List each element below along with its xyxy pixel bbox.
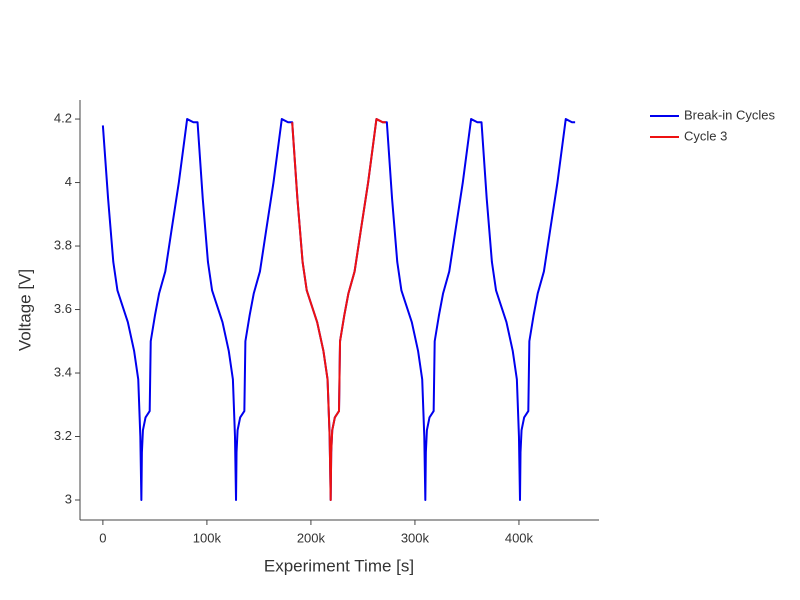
y-tick-label: 3 [65, 491, 72, 506]
data-line [101, 118, 576, 501]
y-tick-label: 3.6 [54, 301, 72, 316]
y-tick-label: 3.8 [54, 237, 72, 252]
y-tick-label: 4 [65, 174, 72, 189]
y-tick-label: 3.4 [54, 364, 72, 379]
legend-label[interactable]: Cycle 3 [684, 128, 727, 143]
y-tick-label: 3.2 [54, 428, 72, 443]
x-tick-label: 0 [99, 530, 106, 545]
x-tick-label: 300k [401, 530, 430, 545]
x-tick-label: 100k [193, 530, 222, 545]
x-tick-label: 200k [297, 530, 326, 545]
legend-label[interactable]: Break-in Cycles [684, 107, 776, 122]
y-axis-title: Voltage [V] [15, 269, 34, 351]
y-tick-label: 4.2 [54, 110, 72, 125]
data-line [291, 118, 386, 501]
x-axis-title: Experiment Time [s] [264, 556, 414, 575]
x-tick-label: 400k [505, 530, 534, 545]
